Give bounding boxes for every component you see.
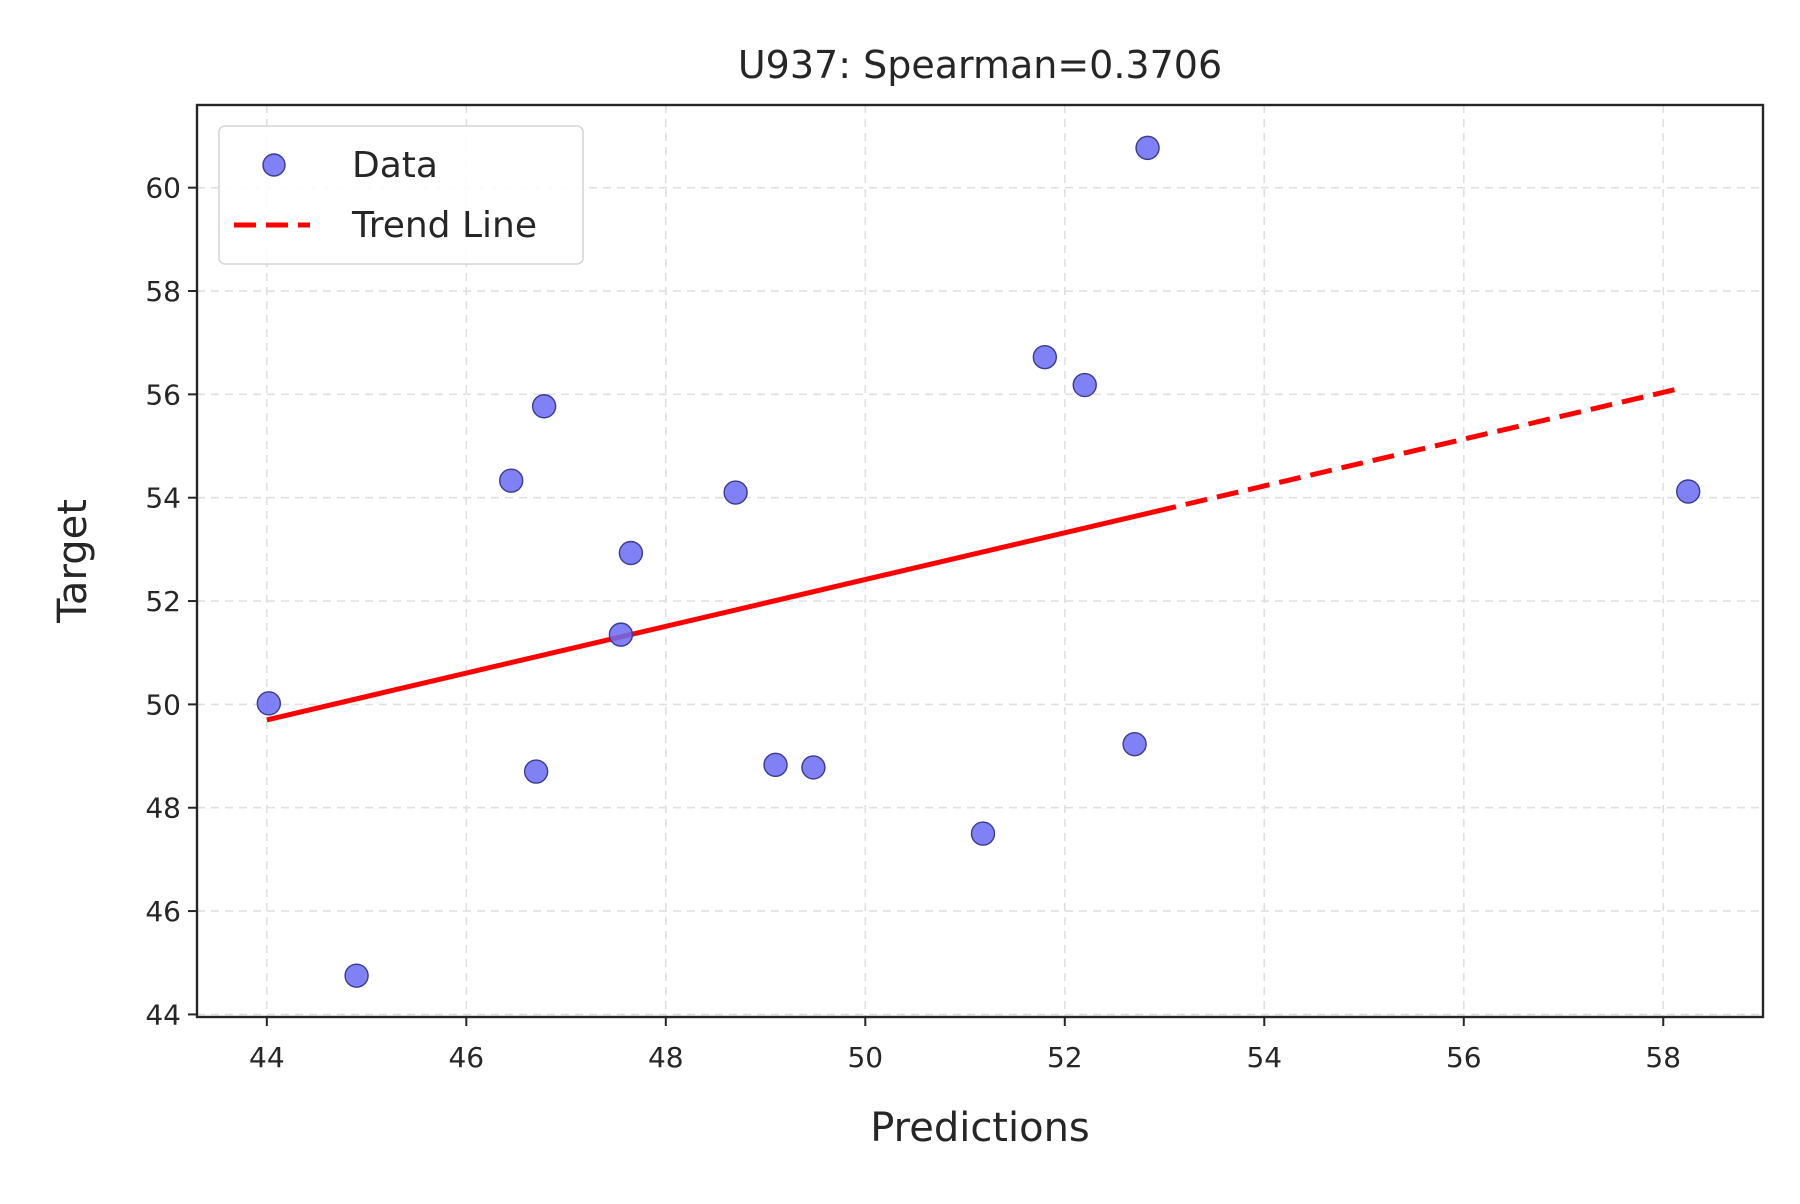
x-tick-label-48: 48 (648, 1041, 684, 1074)
data-points (256, 135, 1701, 988)
y-tick-label-56: 56 (145, 378, 181, 411)
y-tick-label-54: 54 (145, 482, 181, 515)
legend: Data Trend Line (218, 125, 584, 265)
y-axis-label: Target (50, 499, 96, 624)
grid (197, 105, 1763, 1017)
legend-label-data: Data (352, 145, 438, 186)
data-point-12 (1032, 344, 1058, 370)
y-tick-label-52: 52 (145, 585, 181, 618)
legend-box (218, 125, 584, 265)
data-point-8 (723, 480, 748, 505)
chart-title: U937: Spearman=0.3706 (738, 43, 1222, 87)
x-tick-label-44: 44 (249, 1041, 285, 1074)
data-point-10 (801, 755, 826, 780)
data-point-6 (608, 622, 634, 647)
trend-line-layer (266, 385, 1682, 723)
trend-line-segment-solid (266, 509, 1156, 723)
data-point-1 (256, 691, 282, 716)
y-tick-label-58: 58 (145, 275, 181, 308)
data-point-5 (531, 394, 557, 419)
plot-frame (195, 103, 1765, 1019)
data-point-15 (1135, 135, 1160, 161)
legend-label-trend-line: Trend Line (351, 205, 537, 246)
x-axis-label: Predictions (870, 1105, 1090, 1151)
x-tick-label-50: 50 (847, 1041, 883, 1074)
x-tick-label-54: 54 (1246, 1041, 1282, 1074)
data-point-2 (344, 963, 369, 988)
x-tick-label-52: 52 (1047, 1041, 1083, 1074)
x-axis-ticks: 44 46 48 50 52 54 56 58 (249, 1017, 1681, 1074)
y-tick-label-50: 50 (145, 688, 181, 721)
data-point-14 (1122, 731, 1147, 757)
data-point-3 (498, 468, 524, 493)
trend-line-segment-dashed (1153, 385, 1682, 515)
data-point-4 (523, 759, 549, 784)
data-point-9 (763, 752, 788, 778)
data-point-7 (618, 540, 644, 566)
x-tick-label-46: 46 (448, 1041, 484, 1074)
y-tick-label-44: 44 (145, 998, 181, 1031)
y-tick-label-48: 48 (145, 792, 181, 825)
x-tick-label-56: 56 (1446, 1041, 1482, 1074)
x-tick-label-58: 58 (1645, 1041, 1681, 1074)
y-tick-label-60: 60 (145, 172, 181, 205)
data-point-13 (1072, 372, 1097, 398)
y-tick-label-46: 46 (145, 895, 181, 928)
data-point-11 (970, 821, 996, 846)
y-axis-ticks: 44 46 48 50 52 54 56 58 60 (145, 172, 197, 1031)
legend-marker-data (262, 153, 286, 177)
data-point-16 (1675, 479, 1701, 504)
